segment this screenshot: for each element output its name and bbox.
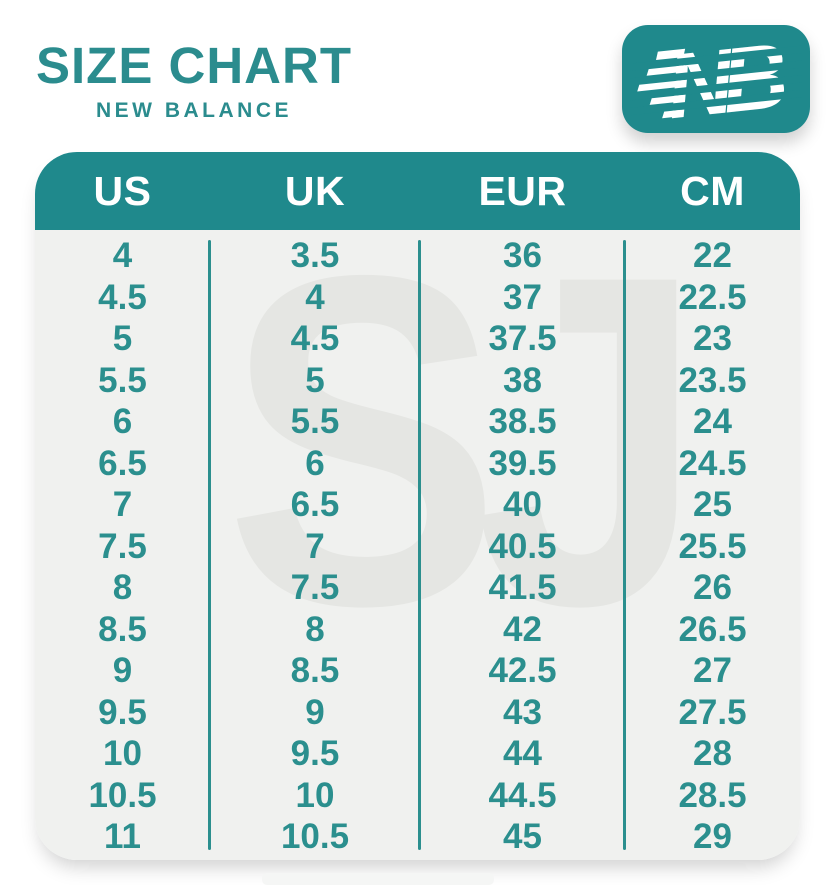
size-cell: 22.5 [678, 277, 747, 317]
size-cell: 10 [295, 775, 335, 815]
size-cell: 4 [305, 277, 325, 317]
size-cell: 40.5 [488, 526, 557, 566]
size-cell: 39.5 [488, 443, 557, 483]
size-cell: 26 [693, 568, 732, 608]
size-cell: 23.5 [678, 360, 747, 400]
size-cell: 9 [112, 651, 133, 691]
size-table-rows: 4 3.5 36 22 4.5 4 37 22.5 5 4.5 37.5 23 5.5 5 38 23.5 6 5… [35, 230, 800, 858]
column-header-us: US [93, 167, 152, 214]
size-cell: 7.5 [98, 526, 147, 566]
column-divider [208, 240, 211, 850]
size-cell: 27 [693, 651, 732, 691]
column-header-uk: UK [284, 167, 346, 214]
size-cell: 7 [305, 526, 325, 566]
new-balance-logo-tile: NB [622, 25, 810, 133]
table-header-row: US UK EUR CM [35, 152, 800, 230]
size-cell: 3.5 [290, 236, 340, 276]
size-cell: 10.5 [280, 817, 350, 857]
size-cell: 10 [103, 734, 142, 774]
size-cell: 11 [104, 817, 141, 857]
size-cell: 28 [693, 734, 732, 774]
size-cell: 45 [503, 817, 542, 857]
size-cell: 28.5 [678, 775, 747, 815]
size-cell: 24.5 [678, 443, 747, 483]
size-cell: 25 [693, 485, 732, 525]
title-block: SIZE CHART NEW BALANCE [36, 40, 352, 123]
size-cell: 26.5 [678, 609, 747, 649]
size-cell: 4 [112, 236, 133, 276]
page-subtitle: NEW BALANCE [96, 99, 292, 122]
size-cell: 8 [112, 568, 133, 608]
size-cell: 5 [305, 360, 325, 400]
size-cell: 37 [503, 277, 542, 317]
size-cell: 7.5 [290, 568, 340, 608]
size-cell: 4.5 [98, 277, 147, 317]
size-cell: 8.5 [290, 651, 340, 691]
size-cell: 9.5 [290, 734, 340, 774]
size-cell: 8.5 [98, 609, 147, 649]
size-cell: 5.5 [98, 360, 147, 400]
size-cell: 40 [503, 485, 542, 525]
column-header-cm: CM [680, 167, 745, 214]
size-cell: 9.5 [98, 692, 147, 732]
column-divider [418, 240, 421, 850]
size-conversion-table: US UK EUR CM SJ 4 3.5 36 22 4.5 4 37 22.5 5 4.5 37… [35, 152, 800, 860]
cutoff-watermark-remnant [262, 873, 494, 885]
size-cell: 44 [503, 734, 542, 774]
new-balance-nb-icon: NB [630, 30, 802, 129]
size-cell: 5 [112, 319, 133, 359]
size-cell: 6.5 [98, 443, 147, 483]
size-cell: 42.5 [488, 651, 557, 691]
size-cell: 7 [112, 485, 133, 525]
page-title: SIZE CHART [36, 37, 352, 94]
size-cell: 38.5 [488, 402, 557, 442]
size-cell: 10.5 [88, 775, 157, 815]
size-cell: 29 [693, 817, 732, 857]
column-header-eur: EUR [478, 167, 567, 214]
size-cell: 6 [305, 443, 325, 483]
size-cell: 22 [693, 236, 732, 276]
size-cell: 43 [503, 692, 542, 732]
size-cell: 6 [112, 402, 133, 442]
column-divider [623, 240, 626, 850]
size-cell: 23 [693, 319, 732, 359]
size-cell: 27.5 [678, 692, 747, 732]
size-cell: 5.5 [290, 402, 340, 442]
size-cell: 24 [693, 402, 732, 442]
size-cell: 42 [503, 609, 542, 649]
size-cell: 9 [305, 692, 325, 732]
size-cell: 25.5 [678, 526, 747, 566]
size-cell: 44.5 [488, 775, 557, 815]
size-cell: 6.5 [290, 485, 340, 525]
table-body: SJ 4 3.5 36 22 4.5 4 37 22.5 5 4.5 37.5 23 5.5 5 38 23.… [35, 230, 800, 860]
size-cell: 36 [503, 236, 542, 276]
size-cell: 38 [503, 360, 542, 400]
size-cell: 41.5 [488, 568, 557, 608]
size-cell: 8 [305, 609, 325, 649]
size-cell: 37.5 [488, 319, 557, 359]
size-cell: 4.5 [290, 319, 340, 359]
